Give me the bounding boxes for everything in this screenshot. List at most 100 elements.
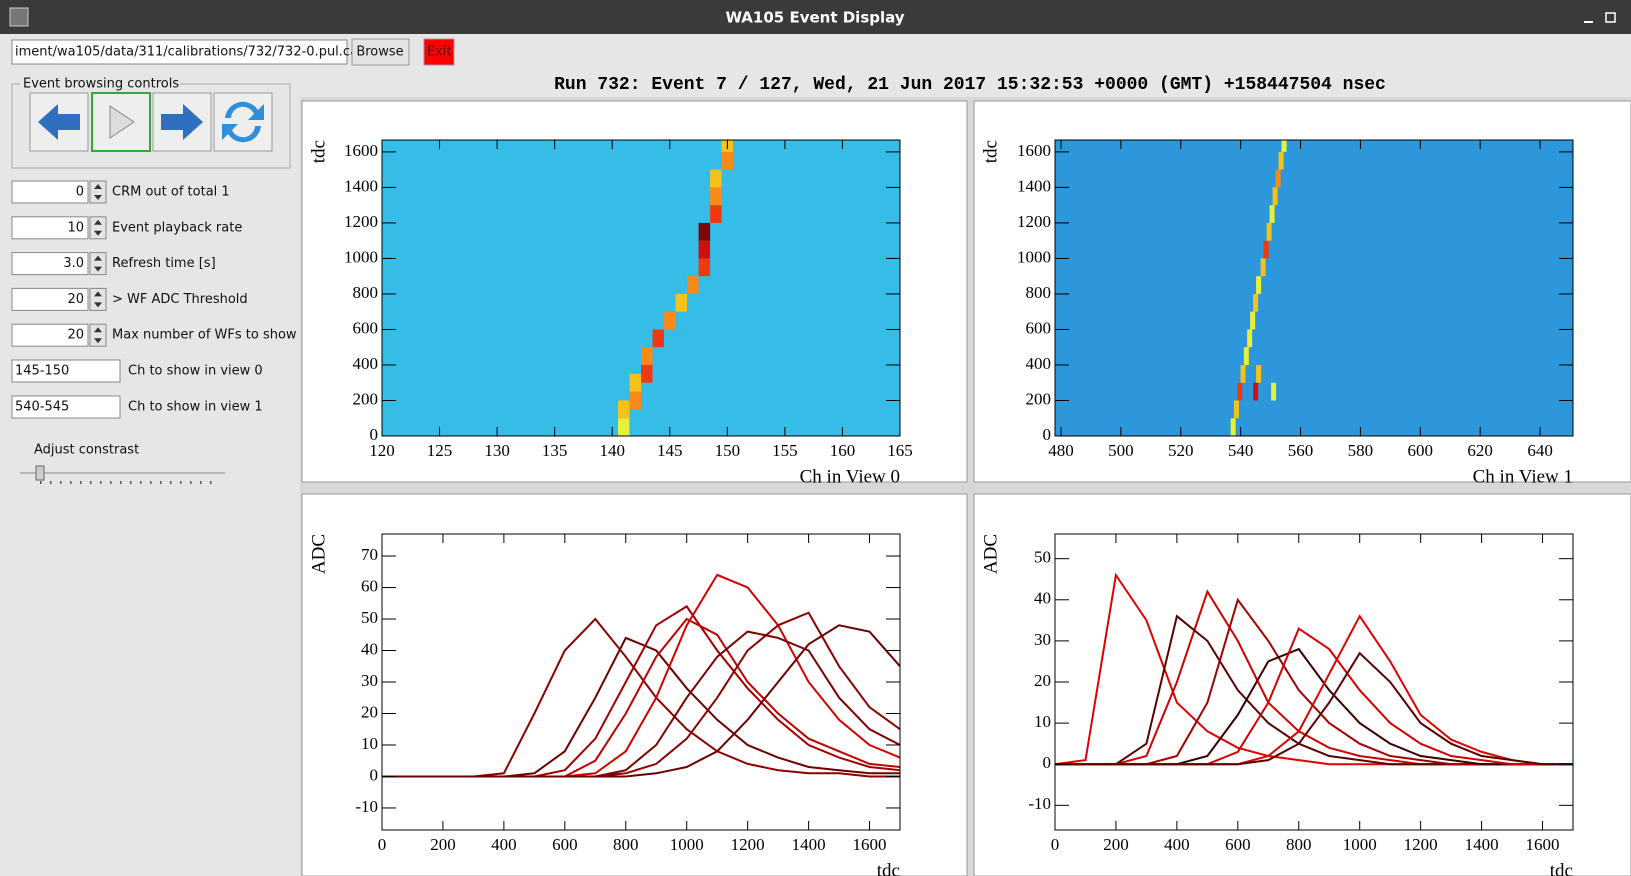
- heatmap-cell: [710, 187, 722, 206]
- exit-button[interactable]: [423, 38, 455, 66]
- x-tick-label: 500: [1108, 441, 1134, 460]
- refresh-button[interactable]: [213, 92, 273, 152]
- slider-tick: [150, 481, 152, 484]
- heatmap-cell: [1256, 364, 1262, 383]
- spinner-buttons[interactable]: [89, 252, 107, 276]
- slider-tick: [140, 481, 142, 484]
- heatmap-cell: [1253, 293, 1259, 312]
- x-tick-label: 145: [657, 441, 683, 460]
- spinner-label: Event playback rate: [112, 220, 242, 235]
- heatmap-cell: [1256, 276, 1262, 294]
- x-tick-label: 400: [491, 835, 517, 854]
- x-tick-label: 600: [552, 835, 578, 854]
- text-field[interactable]: [11, 395, 121, 419]
- spinner-up: [94, 327, 102, 333]
- x-tick-label: 155: [772, 441, 798, 460]
- y-tick-label: -10: [355, 797, 378, 816]
- window-title: WA105 Event Display: [725, 9, 904, 27]
- slider-label: Adjust constrast: [34, 443, 139, 458]
- x-tick-label: 400: [1164, 835, 1190, 854]
- control-panel: 0 CRM out of total 1 10 Event playback rate…: [11, 180, 297, 484]
- heatmap-cell: [629, 373, 641, 392]
- spinner-down: [94, 230, 102, 236]
- heatmap-cell: [1278, 151, 1284, 170]
- y-tick-label: 40: [1034, 589, 1051, 608]
- heatmap-cell: [617, 400, 630, 419]
- slider-thumb[interactable]: [35, 465, 45, 481]
- x-tick-label: 120: [369, 441, 395, 460]
- maximize-button[interactable]: [1605, 12, 1616, 23]
- y-tick-label: 800: [1026, 283, 1052, 302]
- spinner-down: [94, 195, 102, 200]
- x-axis-title: Ch in View 1: [1473, 466, 1573, 487]
- x-tick-label: 135: [542, 441, 568, 460]
- slider-tick: [130, 481, 132, 484]
- x-tick-label: 1400: [1465, 835, 1499, 854]
- spinner-up: [94, 184, 102, 189]
- x-tick-label: 1400: [792, 835, 826, 854]
- y-tick-label: 1200: [344, 212, 378, 231]
- heatmap-background: [1055, 140, 1573, 436]
- heatmap-cell: [1271, 382, 1277, 401]
- y-tick-label: 20: [1034, 671, 1051, 690]
- y-tick-label: 60: [361, 576, 378, 595]
- y-tick-label: 1400: [1017, 176, 1051, 195]
- heatmap-cell: [664, 311, 676, 330]
- x-tick-label: 640: [1527, 441, 1553, 460]
- slider-tick: [80, 481, 82, 484]
- y-tick-label: 30: [1034, 630, 1051, 649]
- slider-tick: [190, 481, 192, 484]
- spinner-down: [94, 302, 102, 308]
- spinner-input[interactable]: [11, 287, 89, 311]
- spinner-buttons[interactable]: [89, 287, 107, 311]
- y-tick-label: -10: [1028, 794, 1051, 813]
- title-bar: [0, 0, 1631, 34]
- x-tick-label: 540: [1228, 441, 1254, 460]
- spinner-input[interactable]: [11, 180, 89, 204]
- spinner-label: Max number of WFs to show: [112, 328, 297, 343]
- spinner-input[interactable]: [11, 252, 89, 276]
- browse-button[interactable]: [351, 38, 410, 66]
- x-tick-label: 800: [1286, 835, 1312, 854]
- waveform: [1055, 651, 1573, 766]
- text-field[interactable]: [11, 359, 121, 383]
- slider-tick: [100, 481, 102, 484]
- x-tick-label: 125: [427, 441, 453, 460]
- heatmap-cell: [1269, 205, 1275, 223]
- spinner-input[interactable]: [11, 323, 89, 347]
- exit-label: Exit: [427, 45, 452, 60]
- heatmap-cell: [1243, 347, 1249, 365]
- y-axis-title: ADC: [980, 534, 1001, 574]
- heatmap-cell: [1253, 382, 1259, 401]
- spinner-buttons[interactable]: [89, 180, 107, 204]
- spinner-buttons[interactable]: [89, 216, 107, 240]
- y-tick-label: 30: [361, 671, 378, 690]
- heatmap-cell: [698, 240, 711, 259]
- x-tick-label: 1600: [853, 835, 887, 854]
- x-tick-label: 200: [430, 835, 456, 854]
- heatmap-cell: [710, 169, 722, 188]
- x-tick-label: 200: [1103, 835, 1129, 854]
- slider-tick: [170, 481, 172, 484]
- y-tick-label: 20: [361, 702, 378, 721]
- slider-tick: [160, 481, 162, 484]
- path-text: iment/wa105/data/311/calibrations/732/73…: [15, 45, 362, 60]
- y-tick-label: 0: [370, 425, 379, 444]
- y-tick-label: 50: [361, 608, 378, 627]
- heatmap-cell: [1233, 400, 1239, 419]
- heatmap-cell: [1263, 240, 1269, 259]
- y-axis-title: tdc: [308, 140, 329, 163]
- spinner-value: 0: [76, 185, 84, 200]
- spinner-label: Refresh time [s]: [112, 256, 216, 271]
- path-input[interactable]: [11, 39, 348, 65]
- heatmap-cell: [652, 329, 665, 348]
- spinner-input[interactable]: [11, 216, 89, 240]
- y-tick-label: 1000: [344, 247, 378, 266]
- heatmap-cell: [675, 293, 688, 312]
- spinner-up: [94, 219, 102, 225]
- spinner-buttons[interactable]: [89, 323, 107, 347]
- slider-tick: [40, 481, 42, 484]
- heatmap-cell: [641, 364, 653, 383]
- plot-area: [1055, 140, 1573, 436]
- heatmap-cell: [687, 276, 699, 294]
